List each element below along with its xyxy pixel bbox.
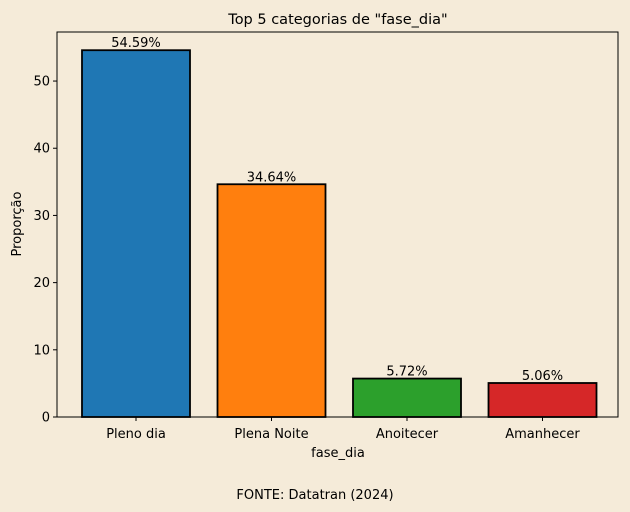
plot-frame — [56, 31, 619, 418]
chart-title: Top 5 categorias de "fase_dia" — [227, 12, 447, 28]
y-tick-label: 50 — [33, 75, 50, 90]
y-tick-label: 20 — [33, 276, 50, 291]
y-tick-label: 30 — [33, 209, 50, 224]
bars: 54.59% 34.64% 5.72% 5.06% — [81, 36, 598, 418]
bar — [487, 382, 598, 418]
x-tick-label: Plena Noite — [234, 427, 308, 442]
axis-ticks: 0 10 20 30 40 50 Pleno dia Plena Noite Anoitecer… — [33, 75, 580, 442]
y-tick-label: 10 — [33, 343, 50, 358]
bar — [352, 377, 462, 418]
bar-value-label: 34.64% — [247, 170, 297, 185]
bar-value-label: 5.72% — [386, 365, 427, 380]
source-caption: FONTE: Datatran (2024) — [236, 488, 393, 503]
bar — [216, 183, 327, 418]
y-tick-label: 40 — [33, 142, 50, 157]
y-tick-label: 0 — [42, 411, 50, 426]
x-tick-label: Pleno dia — [106, 427, 166, 442]
bar-value-label: 5.06% — [522, 369, 563, 384]
x-tick-label: Anoitecer — [376, 427, 439, 442]
bar-value-label: 54.59% — [111, 36, 161, 51]
x-axis-label: fase_dia — [311, 446, 365, 461]
bar — [81, 49, 191, 418]
y-axis-label: Proporção — [10, 191, 25, 256]
x-tick-label: Amanhecer — [505, 427, 580, 442]
